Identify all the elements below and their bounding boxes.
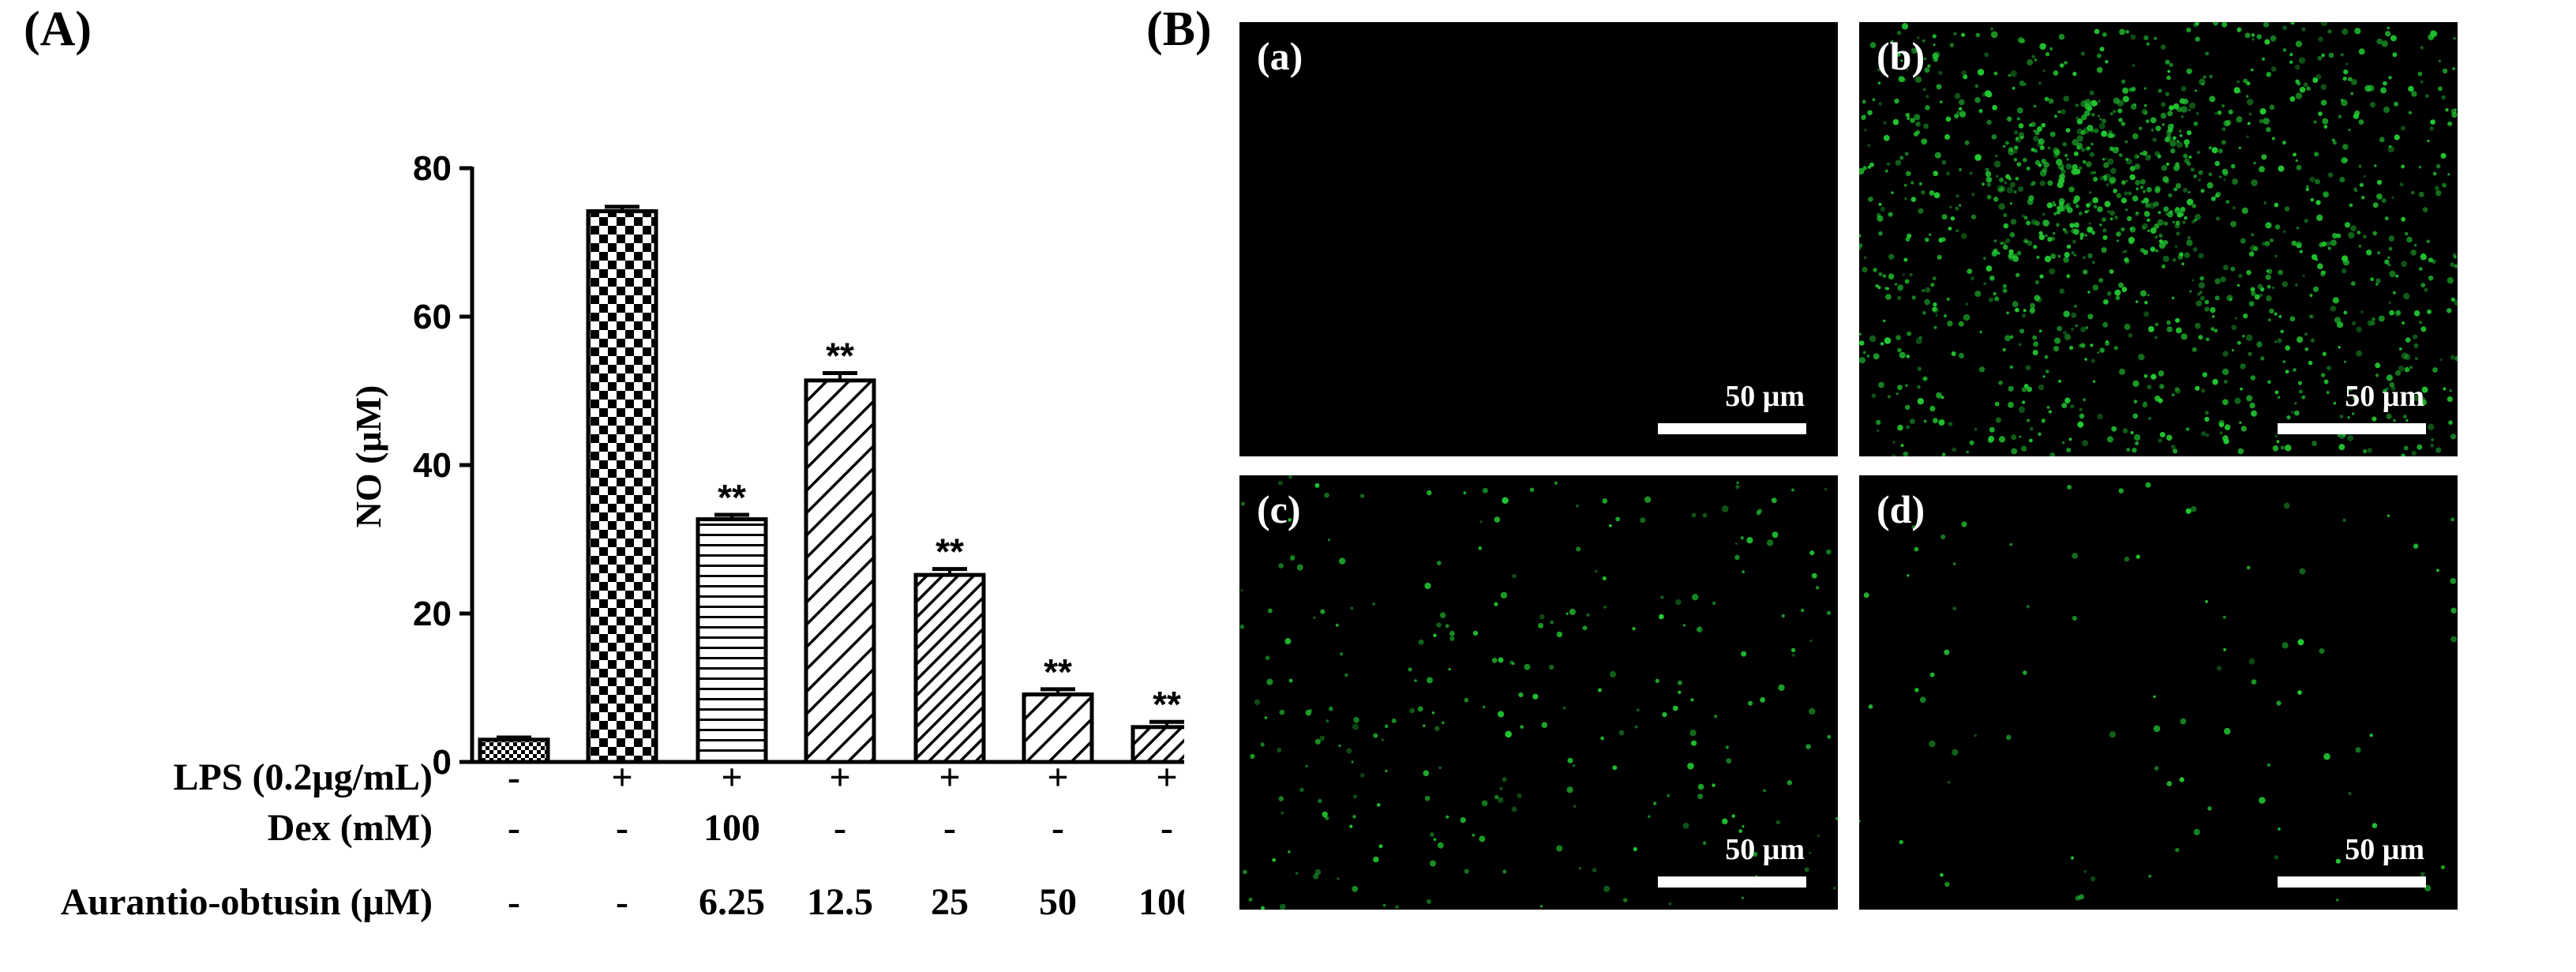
scale-bar (2278, 423, 2426, 434)
bar (1022, 692, 1094, 764)
fluorescence-micrograph: (c) 50 μm (1239, 475, 1838, 910)
condition-value: 50 (1039, 881, 1077, 923)
fluorescent-cells (1239, 475, 1838, 910)
y-axis-label: NO (μM) (348, 385, 388, 528)
condition-label: Aurantio-obtusin (μM) (61, 881, 433, 923)
condition-value: - (616, 881, 628, 923)
fluorescence-micrograph: (b) 50 μm (1859, 22, 2458, 456)
bar (804, 378, 876, 764)
significance-marker: ** (1153, 684, 1181, 725)
micrograph-label: (d) (1877, 487, 1925, 531)
condition-value: - (508, 807, 520, 849)
fluorescence-micrograph: (a) 50 μm (1239, 22, 1838, 456)
condition-label: LPS (0.2μg/mL) (173, 756, 433, 798)
scale-bar (2278, 876, 2426, 888)
y-tick-label: 40 (413, 446, 452, 485)
significance-marker: ** (936, 531, 964, 572)
y-tick-label: 20 (413, 595, 452, 633)
micrograph-label: (c) (1257, 487, 1301, 531)
scale-bar (1658, 876, 1806, 888)
scale-bar (1658, 423, 1806, 434)
micrograph-label: (a) (1257, 34, 1303, 78)
panel-label-a: (A) (24, 2, 92, 56)
panel-label-b: (B) (1146, 2, 1212, 56)
condition-value: - (943, 807, 956, 849)
condition-value: 100 (703, 807, 760, 849)
condition-value: + (1156, 756, 1177, 798)
micrograph-label: (b) (1877, 34, 1925, 78)
y-tick-label: 80 (413, 149, 452, 188)
condition-value: + (829, 756, 850, 798)
significance-marker: ** (718, 477, 746, 518)
condition-value: + (611, 756, 632, 798)
fluorescent-cells (1859, 22, 2458, 456)
condition-value: 6.25 (699, 881, 765, 923)
significance-marker: ** (826, 335, 854, 376)
condition-value: - (616, 807, 628, 849)
bar (913, 572, 986, 764)
y-tick-label: 0 (433, 743, 452, 782)
condition-value: 12.5 (807, 881, 873, 923)
fluorescence-micrograph: (d) 50 μm (1859, 475, 2458, 910)
condition-table: LPS (0.2μg/mL) - + + + + + + Dex (mM) - - 100 - - - - Au… (61, 756, 1184, 923)
y-tick-label: 60 (413, 298, 452, 336)
condition-value: - (834, 807, 846, 849)
bar (696, 517, 768, 764)
no-bar-chart: NO (μM) 0 20 40 60 80 ** ** ** ** ** LPS (0.2μg/… (61, 149, 1184, 923)
condition-value: - (508, 756, 520, 798)
condition-value: - (508, 881, 520, 923)
condition-label: Dex (mM) (268, 807, 433, 849)
scale-bar-label: 50 μm (2345, 833, 2424, 866)
bar (586, 209, 658, 764)
scale-bar-label: 50 μm (1725, 380, 1805, 413)
bars: ** ** ** ** ** (478, 205, 1184, 764)
condition-value: - (1161, 807, 1173, 849)
fluorescent-cells (1859, 482, 2458, 902)
y-axis: 0 20 40 60 80 (413, 149, 1184, 782)
scale-bar-label: 50 μm (2345, 380, 2424, 413)
condition-value: - (1052, 807, 1064, 849)
scale-bar-label: 50 μm (1725, 833, 1805, 866)
condition-value: + (939, 756, 960, 798)
condition-value: + (1047, 756, 1068, 798)
significance-marker: ** (1044, 651, 1072, 692)
bar (478, 737, 550, 764)
condition-value: 100 (1138, 881, 1184, 923)
condition-value: + (721, 756, 742, 798)
condition-value: 25 (931, 881, 969, 923)
